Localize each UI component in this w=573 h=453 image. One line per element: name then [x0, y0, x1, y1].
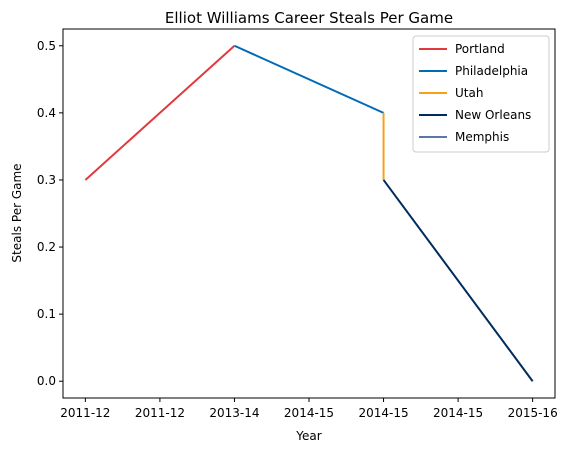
legend-entry: Portland — [455, 42, 505, 56]
y-axis: 0.0 0.1 0.2 0.3 0.4 0.5 — [37, 39, 63, 388]
y-tick-label: 0.0 — [37, 374, 56, 388]
y-tick-label: 0.3 — [37, 173, 56, 187]
legend: Portland Philadelphia Utah New Orleans Memph… — [412, 35, 550, 153]
legend-entry: Philadelphia — [455, 64, 528, 78]
x-tick-label: 2015-16 — [508, 406, 558, 420]
chart-title: Elliot Williams Career Steals Per Game — [165, 9, 453, 27]
x-tick-label: 2014-15 — [433, 406, 483, 420]
x-tick-label: 2013-14 — [209, 406, 259, 420]
legend-entry: New Orleans — [455, 108, 531, 122]
x-axis-label: Year — [295, 429, 321, 443]
x-tick-label: 2011-12 — [60, 406, 110, 420]
series-line-new-orleans — [382, 179, 534, 382]
x-axis: 2011-12 2011-12 2013-14 2014-15 2014-15 2014-… — [60, 398, 558, 420]
y-axis-label: Steals Per Game — [10, 163, 24, 262]
x-tick-label: 2014-15 — [358, 406, 408, 420]
y-tick-label: 0.1 — [37, 307, 56, 321]
legend-entry: Utah — [455, 86, 483, 100]
series-line-philadelphia — [234, 44, 384, 114]
y-tick-label: 0.4 — [37, 106, 56, 120]
plot-layer — [84, 44, 534, 382]
y-tick-label: 0.2 — [37, 240, 56, 254]
series-line-portland — [84, 45, 236, 181]
legend-entry: Memphis — [455, 130, 509, 144]
x-tick-label: 2011-12 — [135, 406, 185, 420]
x-tick-label: 2014-15 — [284, 406, 334, 420]
legend-box — [412, 35, 550, 153]
y-tick-label: 0.5 — [37, 39, 56, 53]
